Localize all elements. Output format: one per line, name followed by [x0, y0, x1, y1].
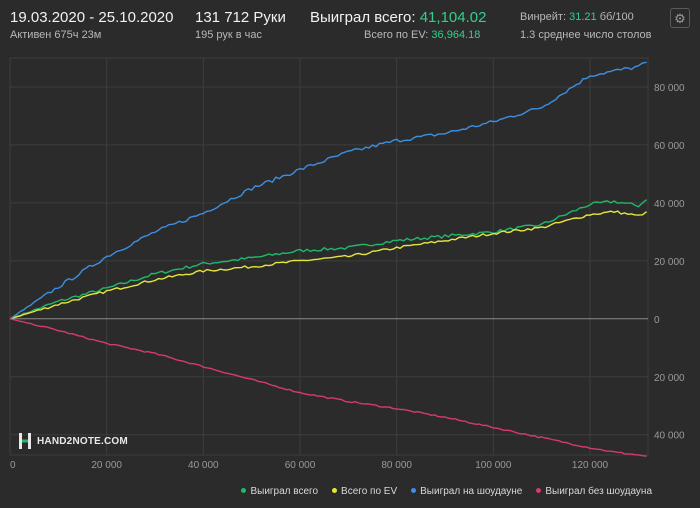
- ev-total-label: Всего по EV:: [364, 29, 429, 41]
- date-range[interactable]: 19.03.2020 - 25.10.2020: [10, 9, 174, 26]
- legend-label: Всего по EV: [341, 486, 398, 497]
- legend-label: Выиграл всего: [250, 486, 319, 497]
- chart-ticks: 0 20 000 40 000 60 000 80 000 100 000 120 000 8…: [10, 83, 685, 471]
- ev-total-value: 36,964.18: [431, 29, 481, 41]
- winrate: Винрейт: 31.21 бб/100: [520, 11, 634, 23]
- won-total-label: Выиграл всего:: [310, 9, 416, 26]
- x-tick-label: 20 000: [91, 460, 122, 471]
- series-line-0: [9, 199, 648, 320]
- winrate-label: Винрейт:: [520, 11, 567, 23]
- gear-icon[interactable]: ⚙: [670, 8, 690, 28]
- x-tick-label: 40 000: [188, 460, 219, 471]
- x-tick-label: 60 000: [285, 460, 316, 471]
- y-tick-label: 20 000: [654, 257, 685, 268]
- legend-item-2[interactable]: Выиграл на шоудауне: [411, 486, 522, 497]
- legend-dot: [536, 487, 542, 493]
- y-tick-label: 40 000: [654, 431, 685, 442]
- y-tick-label: 0: [654, 315, 660, 326]
- logo-text: HAND2NOTE.COM: [37, 435, 128, 447]
- hand2note-logo-icon: [19, 433, 31, 449]
- y-tick-label: 20 000: [654, 373, 685, 384]
- legend-label: Выиграл на шоудауне: [420, 486, 523, 497]
- series-line-3: [9, 318, 647, 457]
- legend-item-1[interactable]: Всего по EV: [332, 486, 397, 497]
- legend-dot: [411, 487, 417, 493]
- avg-tables: 1.3 среднее число столов: [520, 29, 652, 41]
- legend-item-3[interactable]: Выиграл без шоудауна: [536, 486, 652, 497]
- won-total: Выиграл всего: 41,104.02: [310, 9, 486, 26]
- hand2note-logo: HAND2NOTE.COM: [18, 432, 128, 450]
- ev-total: Всего по EV: 36,964.18: [364, 29, 480, 41]
- x-tick-label: 120 000: [572, 460, 609, 471]
- x-tick-label: 80 000: [381, 460, 412, 471]
- active-time: Активен 675ч 23м: [10, 29, 102, 41]
- legend-dot: [332, 487, 338, 493]
- chart-legend: Выиграл всего Всего по EV Выиграл на шоуда…: [241, 486, 652, 497]
- winrate-unit: бб/100: [599, 11, 634, 23]
- x-tick-label: 0: [10, 460, 16, 471]
- legend-dot: [241, 487, 247, 493]
- y-tick-label: 80 000: [654, 83, 685, 94]
- y-tick-label: 60 000: [654, 141, 685, 152]
- chart-series: [9, 61, 648, 457]
- series-line-2: [9, 61, 647, 320]
- winrate-value: 31.21: [569, 11, 597, 23]
- x-tick-label: 100 000: [475, 460, 512, 471]
- legend-item-0[interactable]: Выиграл всего: [241, 486, 318, 497]
- y-tick-label: 40 000: [654, 199, 685, 210]
- hands-count: 131 712 Руки: [195, 9, 286, 26]
- series-line-1: [9, 210, 648, 320]
- header: 19.03.2020 - 25.10.2020 Активен 675ч 23м…: [0, 0, 700, 48]
- won-total-value: 41,104.02: [419, 9, 487, 26]
- hands-per-hour: 195 рук в час: [195, 29, 263, 41]
- legend-label: Выиграл без шоудауна: [545, 486, 652, 497]
